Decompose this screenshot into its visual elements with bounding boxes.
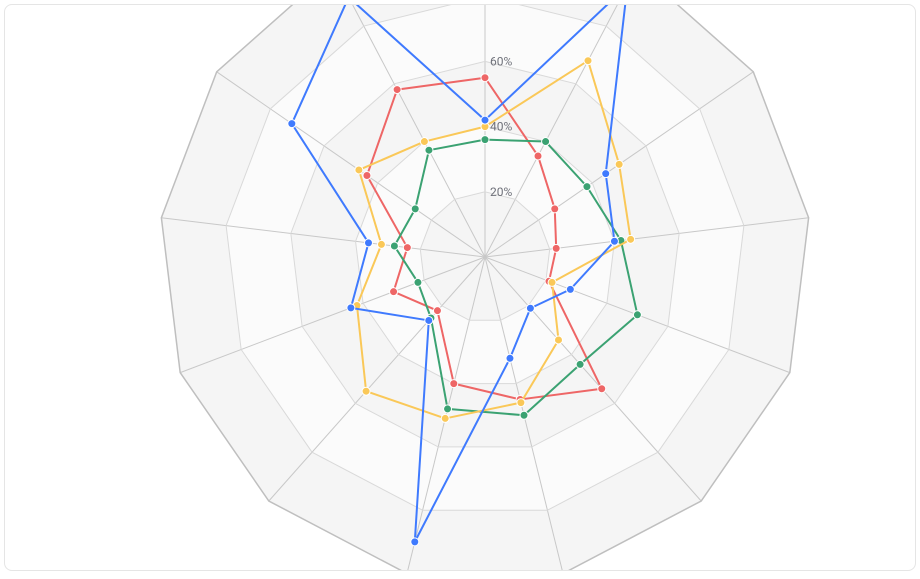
radar-series-marker-series-red [552, 244, 560, 252]
radar-series-marker-series-green [414, 278, 422, 286]
radar-series-marker-series-blue [602, 170, 610, 178]
radar-series-marker-series-red [363, 172, 371, 180]
radar-series-marker-series-blue [411, 538, 419, 546]
radar-series-marker-series-green [633, 311, 641, 319]
radar-series-marker-series-blue [481, 116, 489, 124]
radar-series-marker-series-red [534, 152, 542, 160]
radar-series-marker-series-blue [288, 120, 296, 128]
radar-series-marker-series-yellow [584, 57, 592, 65]
radar-series-marker-series-red [450, 380, 458, 388]
radar-series-marker-series-red [598, 385, 606, 393]
radar-series-marker-series-green [390, 242, 398, 250]
radar-tick-label: 60% [490, 54, 512, 68]
radar-series-marker-series-red [390, 288, 398, 296]
radar-series-marker-series-yellow [355, 166, 363, 174]
radar-series-marker-series-yellow [548, 278, 556, 286]
radar-series-marker-series-green [481, 136, 489, 144]
radar-series-marker-series-blue [347, 304, 355, 312]
radar-series-marker-series-blue [610, 237, 618, 245]
radar-series-marker-series-green [520, 411, 528, 419]
radar-series-marker-series-green [411, 205, 419, 213]
radar-series-marker-series-green [542, 138, 550, 146]
radar-series-marker-series-yellow [362, 387, 370, 395]
radar-series-marker-series-red [551, 205, 559, 213]
radar-series-marker-series-red [481, 74, 489, 82]
radar-tick-label: 20% [490, 185, 512, 199]
radar-series-marker-series-red [433, 307, 441, 315]
radar-series-marker-series-red [393, 86, 401, 94]
radar-series-marker-series-yellow [441, 414, 449, 422]
radar-series-marker-series-red [403, 244, 411, 252]
radar-chart: 20%40%60%80% [5, 5, 916, 571]
radar-series-marker-series-yellow [377, 240, 385, 248]
radar-series-marker-series-blue [425, 316, 433, 324]
radar-series-marker-series-yellow [555, 336, 563, 344]
radar-series-marker-series-yellow [615, 160, 623, 168]
radar-series-marker-series-yellow [627, 235, 635, 243]
radar-series-marker-series-green [444, 405, 452, 413]
radar-series-marker-series-blue [526, 304, 534, 312]
radar-series-marker-series-yellow [517, 399, 525, 407]
radar-series-marker-series-green [576, 360, 584, 368]
radar-series-marker-series-blue [566, 285, 574, 293]
radar-series-marker-series-blue [506, 354, 514, 362]
radar-series-marker-series-green [425, 146, 433, 154]
radar-series-marker-series-blue [365, 239, 373, 247]
chart-card: 20%40%60%80% [4, 4, 916, 571]
radar-tick-label: 40% [490, 120, 512, 134]
radar-series-marker-series-green [583, 183, 591, 191]
radar-series-marker-series-yellow [420, 138, 428, 146]
